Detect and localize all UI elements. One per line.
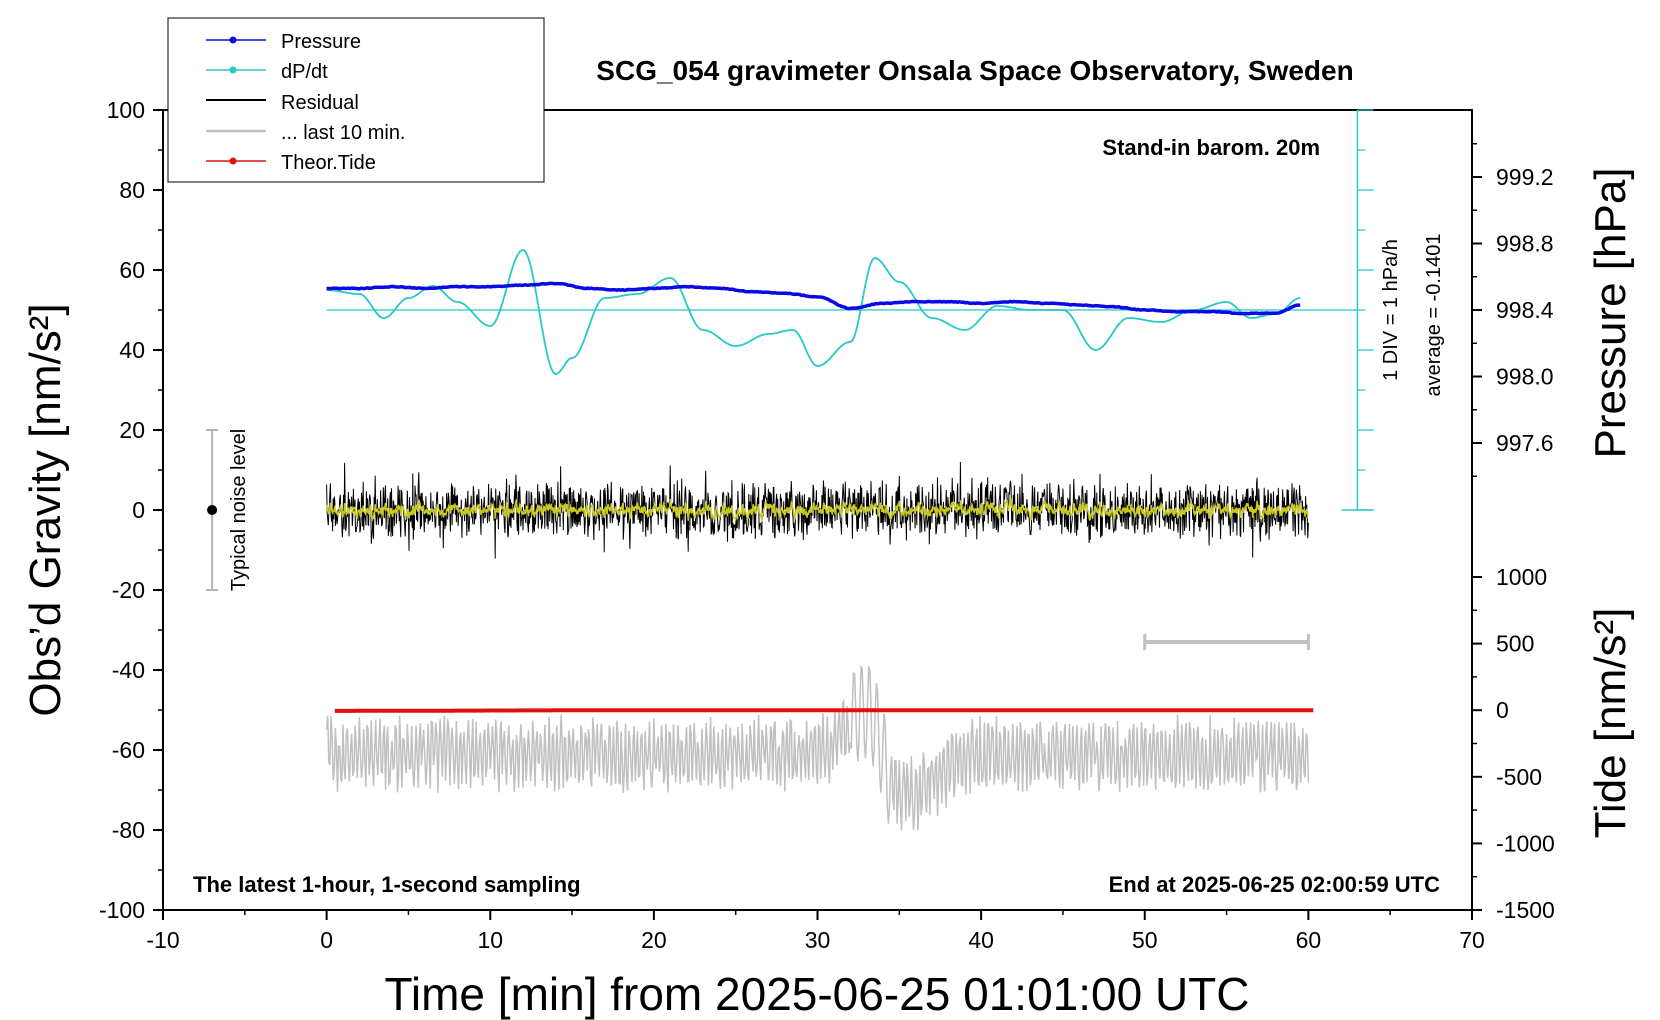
legend: Pressure dP/dt Residual ... last 10 min.… (167, 17, 545, 183)
bottom-left-note: The latest 1-hour, 1-second sampling (193, 872, 581, 897)
pressure-tick-label: 997.6 (1496, 430, 1554, 456)
x-tick-label: 60 (1296, 927, 1322, 953)
pressure-tick-label: 998.0 (1496, 364, 1554, 390)
tide-tick-label: 500 (1496, 631, 1534, 657)
pressure-tick-label: 999.2 (1496, 164, 1554, 190)
legend-pressure-marker (229, 36, 237, 44)
y-tick-label: -40 (112, 657, 145, 683)
legend-dpdt-marker (229, 66, 237, 74)
div-note: 1 DIV = 1 hPa/h (1380, 239, 1402, 381)
x-tick-label: 70 (1459, 927, 1485, 953)
series-layer (206, 109, 1374, 831)
tide-line (334, 708, 1314, 713)
x-tick-label: -10 (146, 927, 179, 953)
y-axis-title-left: Obs’d Gravity [nm/s²] (21, 303, 70, 716)
legend-tide-label: Theor.Tide (281, 152, 376, 174)
legend-residual-label: Residual (281, 92, 359, 114)
x-tick-label: 10 (477, 927, 503, 953)
barometer-note: Stand-in barom. 20m (1102, 135, 1320, 160)
pressure-tick-label: 998.4 (1496, 297, 1554, 323)
tide-tick-label: 0 (1496, 697, 1509, 723)
y-tick-label: -60 (112, 737, 145, 763)
y-tick-label: 0 (132, 497, 145, 523)
y-tick-label: -80 (112, 817, 145, 843)
noise-level-center-point (207, 505, 218, 515)
bottom-right-note: End at 2025-06-25 02:00:59 UTC (1109, 872, 1440, 897)
x-axis-title: Time [min] from 2025-06-25 01:01:00 UTC (385, 968, 1250, 1020)
tide-tick-label: -500 (1496, 764, 1542, 790)
x-tick-label: 20 (641, 927, 667, 953)
pressure-line (326, 281, 1301, 316)
y-axis-title-pressure: Pressure [hPa] (1586, 167, 1635, 458)
tide-tick-label: -1000 (1496, 830, 1555, 856)
y-tick-label: 100 (107, 97, 145, 123)
residual-smooth-line (325, 498, 1309, 523)
y-tick-label: 40 (119, 337, 145, 363)
x-tick-label: 0 (320, 927, 333, 953)
x-tick-label: 40 (968, 927, 994, 953)
y-tick-label: 80 (119, 177, 145, 203)
y-tick-label: 20 (119, 417, 145, 443)
tide-tick-label: -1500 (1496, 897, 1555, 923)
y-tick-label: 60 (119, 257, 145, 283)
pressure-tick-label: 998.8 (1496, 231, 1554, 257)
y-axis-title-tide: Tide [nm/s²] (1586, 608, 1635, 839)
chart-title: SCG_054 gravimeter Onsala Space Observat… (596, 55, 1353, 86)
average-note: average = -0.1401 (1423, 234, 1445, 397)
tick-layer: -10 0 10 20 30 40 50 60 70100806040200-20-40-60-… (99, 97, 1555, 953)
tide-tick-label: 1000 (1496, 564, 1547, 590)
legend-last10-label: ... last 10 min. (281, 122, 406, 144)
grey-trace-line (325, 664, 1310, 831)
x-tick-label: 50 (1132, 927, 1158, 953)
x-tick-label: 30 (805, 927, 831, 953)
dpdt-line (326, 249, 1301, 375)
legend-dpdt-label: dP/dt (281, 61, 328, 83)
y-tick-label: -20 (112, 577, 145, 603)
y-tick-label: -100 (99, 897, 145, 923)
legend-pressure-label: Pressure (281, 31, 361, 53)
legend-tide-marker (229, 157, 237, 165)
noise-level-label: Typical noise level (228, 429, 250, 591)
